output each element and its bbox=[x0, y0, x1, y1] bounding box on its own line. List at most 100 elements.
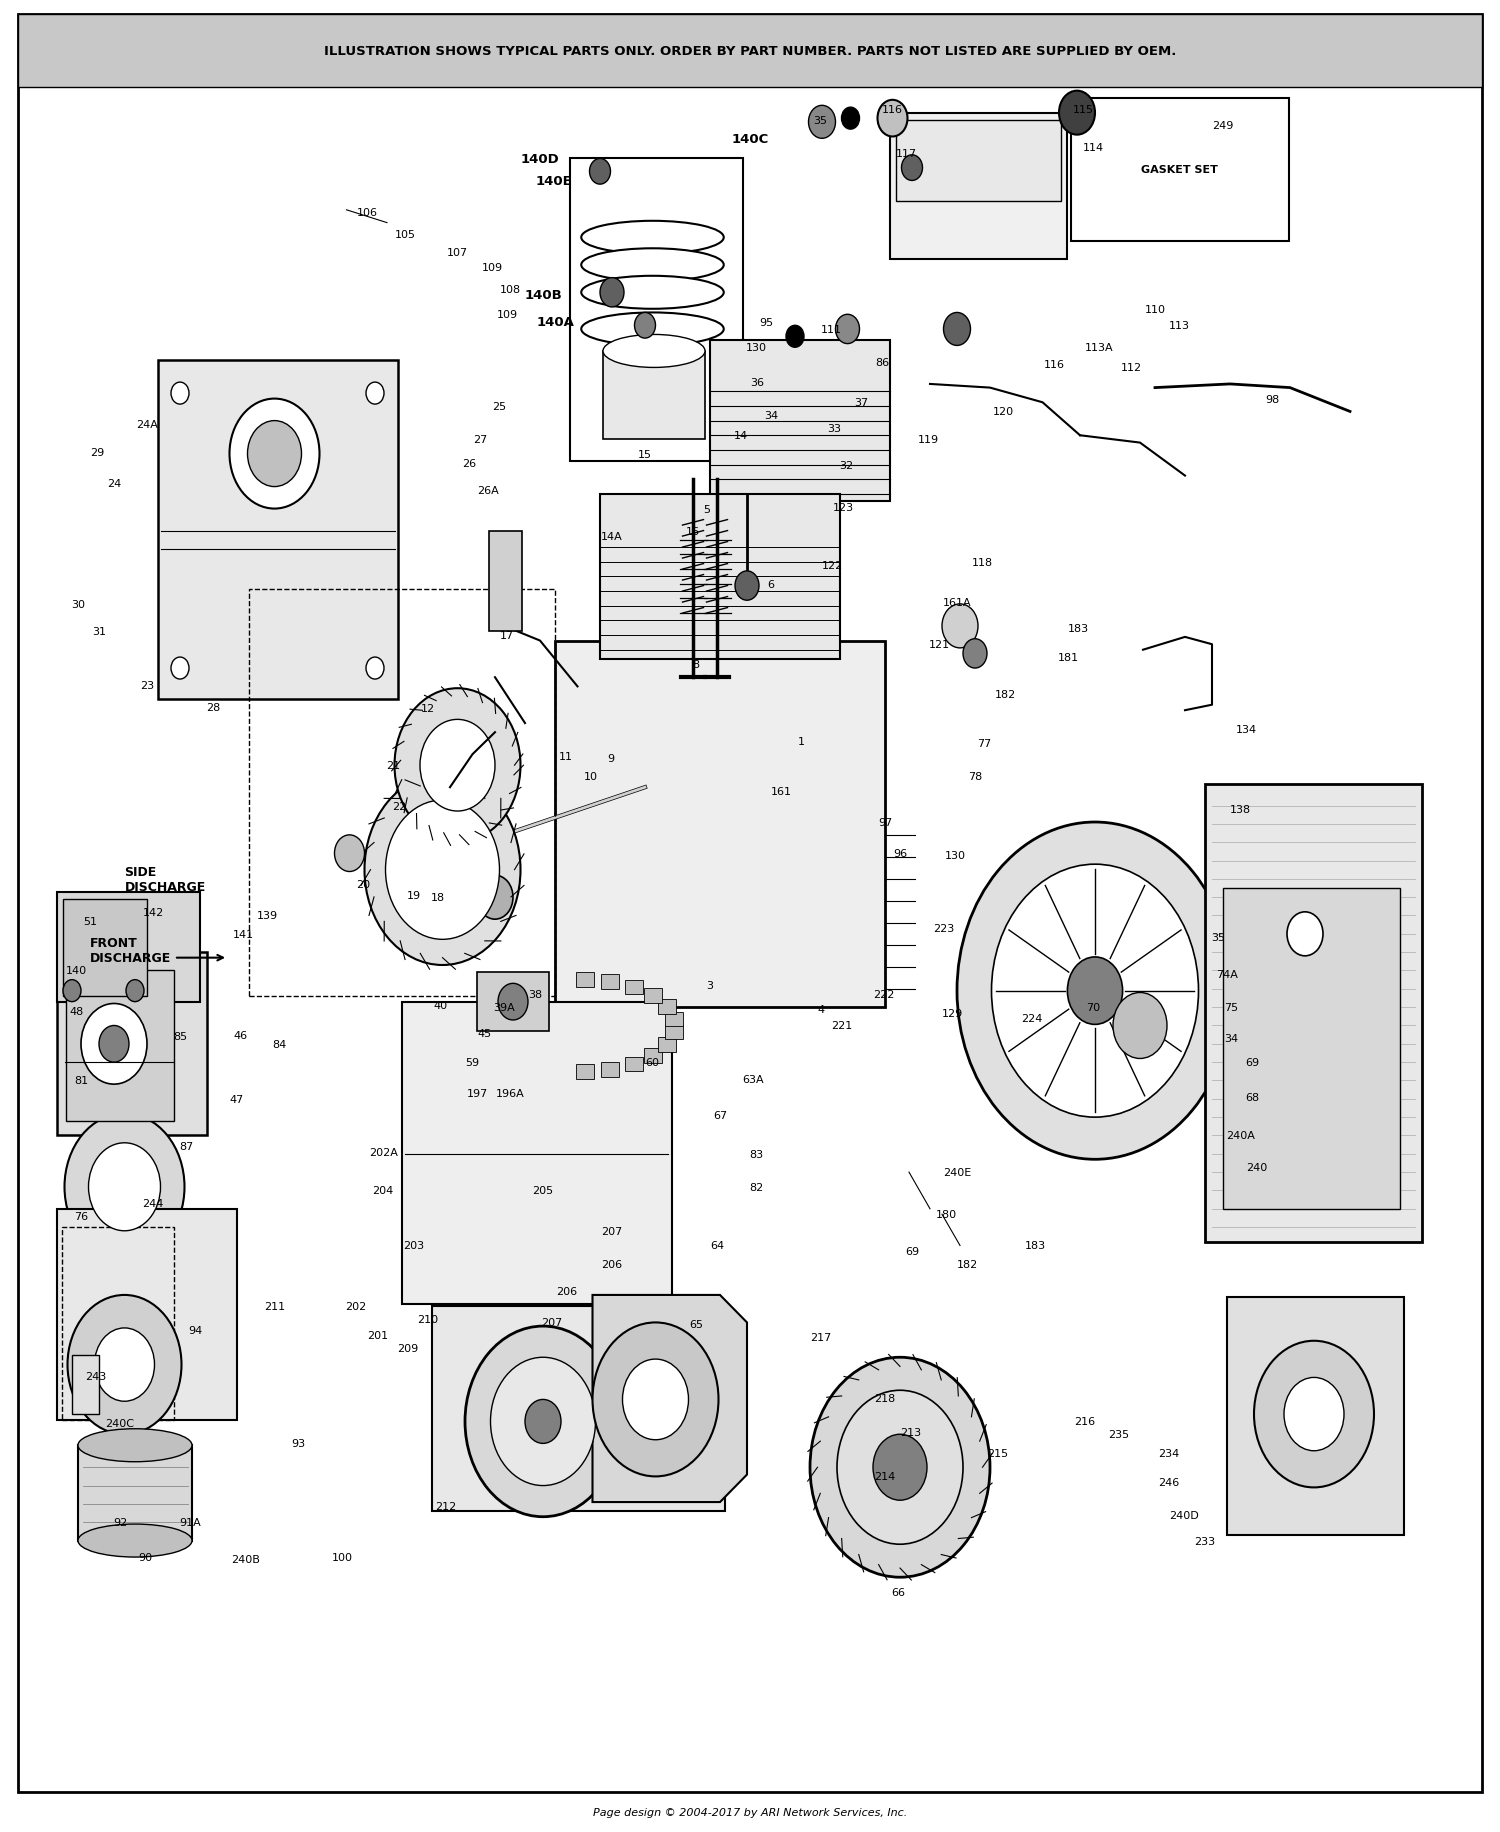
Text: 240E: 240E bbox=[944, 1167, 970, 1178]
Bar bbox=[1071, 99, 1288, 242]
Circle shape bbox=[592, 1323, 718, 1477]
Circle shape bbox=[171, 658, 189, 680]
Text: 83: 83 bbox=[748, 1149, 764, 1160]
Text: 21: 21 bbox=[386, 760, 400, 771]
Text: 74A: 74A bbox=[1216, 969, 1237, 980]
Text: 30: 30 bbox=[70, 599, 86, 610]
Text: 26: 26 bbox=[462, 458, 477, 469]
Text: 130: 130 bbox=[945, 850, 966, 861]
Text: 87: 87 bbox=[178, 1141, 194, 1152]
Text: 249: 249 bbox=[1212, 121, 1233, 132]
Text: 18: 18 bbox=[430, 892, 445, 903]
Text: 116: 116 bbox=[882, 104, 903, 115]
Text: 112: 112 bbox=[1120, 363, 1142, 374]
Text: 90: 90 bbox=[138, 1552, 153, 1563]
Circle shape bbox=[836, 315, 860, 344]
Text: 22: 22 bbox=[392, 801, 406, 812]
Text: 110: 110 bbox=[1144, 304, 1166, 315]
Text: 4: 4 bbox=[818, 1004, 824, 1015]
Text: 142: 142 bbox=[142, 907, 164, 918]
Bar bbox=[602, 1063, 619, 1077]
Text: 31: 31 bbox=[92, 627, 106, 638]
Text: 244: 244 bbox=[142, 1198, 164, 1209]
Circle shape bbox=[634, 313, 656, 339]
Text: 19: 19 bbox=[406, 890, 422, 901]
Text: SIDE
DISCHARGE: SIDE DISCHARGE bbox=[124, 865, 206, 894]
Text: ILLUSTRATION SHOWS TYPICAL PARTS ONLY. ORDER BY PART NUMBER. PARTS NOT LISTED AR: ILLUSTRATION SHOWS TYPICAL PARTS ONLY. O… bbox=[324, 44, 1176, 59]
Text: 211: 211 bbox=[264, 1301, 285, 1312]
Bar bbox=[1227, 1297, 1404, 1535]
Text: 203: 203 bbox=[404, 1240, 424, 1251]
Text: 33: 33 bbox=[827, 423, 842, 434]
Text: 140D: 140D bbox=[520, 152, 560, 167]
Text: 213: 213 bbox=[900, 1427, 921, 1438]
Text: 202: 202 bbox=[345, 1301, 366, 1312]
Circle shape bbox=[810, 1358, 990, 1577]
Text: 240B: 240B bbox=[231, 1554, 261, 1565]
Bar bbox=[644, 1048, 662, 1063]
Circle shape bbox=[68, 1295, 182, 1434]
Text: 204: 204 bbox=[372, 1185, 393, 1196]
Polygon shape bbox=[592, 1295, 747, 1502]
Bar bbox=[432, 1306, 724, 1511]
Text: 224: 224 bbox=[1022, 1013, 1042, 1024]
Text: 106: 106 bbox=[357, 207, 378, 218]
Circle shape bbox=[477, 876, 513, 920]
Text: 24: 24 bbox=[106, 478, 122, 489]
Text: 140A: 140A bbox=[536, 315, 574, 330]
Text: 140: 140 bbox=[66, 965, 87, 976]
Text: 216: 216 bbox=[1074, 1416, 1095, 1427]
Text: 218: 218 bbox=[874, 1392, 896, 1403]
Text: 64: 64 bbox=[710, 1240, 724, 1251]
Text: 10: 10 bbox=[584, 771, 598, 782]
Text: 32: 32 bbox=[839, 460, 854, 471]
Circle shape bbox=[366, 383, 384, 405]
Text: 116: 116 bbox=[1044, 359, 1065, 370]
Bar bbox=[57, 892, 200, 1002]
Text: 130: 130 bbox=[746, 343, 766, 354]
Text: 138: 138 bbox=[1230, 804, 1251, 815]
Circle shape bbox=[364, 775, 520, 965]
Text: 201: 201 bbox=[368, 1330, 388, 1341]
Text: 25: 25 bbox=[492, 401, 507, 412]
Circle shape bbox=[394, 689, 520, 843]
Text: 139: 139 bbox=[256, 911, 278, 921]
Text: 123: 123 bbox=[833, 502, 854, 513]
Circle shape bbox=[1284, 1378, 1344, 1451]
Text: 109: 109 bbox=[482, 262, 502, 273]
Text: 215: 215 bbox=[987, 1447, 1008, 1458]
Text: 141: 141 bbox=[232, 929, 254, 940]
Text: 197: 197 bbox=[466, 1088, 488, 1099]
Circle shape bbox=[465, 1326, 621, 1517]
Circle shape bbox=[1059, 92, 1095, 136]
Text: 109: 109 bbox=[496, 310, 517, 321]
Text: 217: 217 bbox=[810, 1332, 831, 1343]
Text: 97: 97 bbox=[878, 817, 892, 828]
Text: 105: 105 bbox=[394, 229, 416, 240]
Text: 46: 46 bbox=[232, 1030, 248, 1041]
Text: 207: 207 bbox=[602, 1226, 622, 1237]
Ellipse shape bbox=[78, 1524, 192, 1557]
Text: 161: 161 bbox=[771, 786, 792, 797]
Text: 115: 115 bbox=[1072, 104, 1094, 115]
Text: GASKET SET: GASKET SET bbox=[1142, 165, 1218, 176]
Text: 14A: 14A bbox=[602, 531, 622, 542]
Ellipse shape bbox=[582, 277, 723, 310]
Text: 92: 92 bbox=[112, 1517, 128, 1528]
Text: 48: 48 bbox=[69, 1006, 84, 1017]
Bar bbox=[603, 352, 705, 440]
Text: 100: 100 bbox=[332, 1552, 352, 1563]
Text: 113A: 113A bbox=[1084, 343, 1114, 354]
Text: 182: 182 bbox=[994, 689, 1016, 700]
Circle shape bbox=[808, 106, 836, 139]
Text: 205: 205 bbox=[532, 1185, 554, 1196]
Bar bbox=[624, 1057, 642, 1072]
Bar bbox=[602, 975, 619, 989]
Circle shape bbox=[171, 383, 189, 405]
Text: 96: 96 bbox=[892, 848, 908, 859]
Bar bbox=[78, 1445, 192, 1541]
Text: 206: 206 bbox=[556, 1286, 578, 1297]
Text: 23: 23 bbox=[140, 680, 154, 691]
Text: 35: 35 bbox=[1210, 932, 1225, 943]
Bar bbox=[555, 641, 885, 1008]
